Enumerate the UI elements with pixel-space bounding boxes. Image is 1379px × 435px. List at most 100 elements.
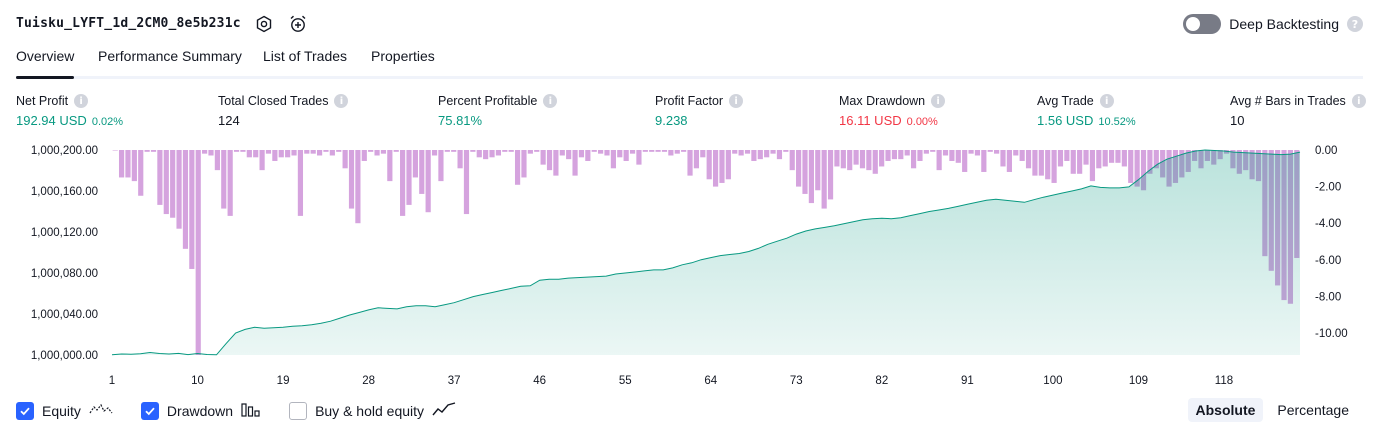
right-tick-label: -10.00 xyxy=(1315,328,1348,340)
drawdown-bar xyxy=(866,150,872,171)
legend-drawdown[interactable]: Drawdown xyxy=(140,401,261,422)
stat-value: 10 xyxy=(1230,113,1245,128)
drawdown-bar xyxy=(227,150,233,216)
stat-label: Profit Factor xyxy=(655,94,724,108)
drawdown-bar xyxy=(853,150,859,165)
drawdown-bar xyxy=(233,150,240,152)
x-tick-label: 64 xyxy=(704,375,717,387)
drawdown-bar xyxy=(1019,150,1025,161)
info-icon[interactable]: i xyxy=(334,94,349,108)
drawdown-bar xyxy=(1096,150,1102,169)
tab-list-of-trades[interactable]: List of Trades xyxy=(263,48,348,64)
drawdown-checkbox[interactable] xyxy=(140,402,159,420)
stat-total-closed-trades: Total Closed Trades i 124 xyxy=(218,93,349,128)
drawdown-bar xyxy=(898,150,904,160)
drawdown-bar xyxy=(821,150,827,209)
drawdown-bar xyxy=(578,150,585,158)
absolute-button[interactable]: Absolute xyxy=(1187,398,1264,422)
tab-overview[interactable]: Overview xyxy=(16,48,75,79)
drawdown-bar xyxy=(968,150,974,154)
legend-buy-hold[interactable]: Buy & hold equity xyxy=(289,401,456,422)
info-icon[interactable]: i xyxy=(1351,94,1366,108)
stat-value: 1.56 USD xyxy=(1037,113,1094,128)
info-icon[interactable]: i xyxy=(1099,94,1114,108)
legend-equity[interactable]: Equity xyxy=(16,401,113,422)
drawdown-bar xyxy=(323,150,329,152)
drawdown-bar xyxy=(693,150,700,169)
x-tick-label: 82 xyxy=(875,375,888,387)
drawdown-bar xyxy=(636,150,642,165)
left-tick-label: 1,000,080.00 xyxy=(31,268,98,280)
drawdown-bar xyxy=(444,150,450,152)
drawdown-bar xyxy=(1147,150,1153,174)
drawdown-bars-icon xyxy=(241,401,261,422)
drawdown-bar xyxy=(329,150,335,156)
drawdown-bar xyxy=(502,150,508,152)
drawdown-bar xyxy=(463,150,470,215)
drawdown-bar xyxy=(668,150,674,156)
equity-area xyxy=(112,150,1300,355)
report-tabs: Overview Performance Summary List of Tra… xyxy=(16,44,1363,79)
stat-sub: 0.02% xyxy=(91,116,124,128)
drawdown-bar xyxy=(802,150,808,194)
deep-backtesting-toggle[interactable] xyxy=(1183,14,1222,34)
stat-percent-profitable: Percent Profitable i 75.81% xyxy=(438,93,558,128)
tab-properties[interactable]: Properties xyxy=(371,48,435,64)
tab-performance-summary[interactable]: Performance Summary xyxy=(98,48,242,64)
drawdown-bar xyxy=(674,150,680,154)
drawdown-bar xyxy=(265,150,272,154)
drawdown-bar xyxy=(827,150,834,200)
info-icon[interactable]: i xyxy=(543,94,558,108)
drawdown-bar xyxy=(604,150,610,156)
drawdown-bar xyxy=(661,150,668,152)
drawdown-bar xyxy=(182,150,189,249)
percentage-button[interactable]: Percentage xyxy=(1277,402,1349,418)
drawdown-bar xyxy=(259,150,265,171)
drawdown-bar xyxy=(923,150,929,154)
drawdown-bar xyxy=(687,150,693,176)
x-tick-label: 1 xyxy=(109,375,115,387)
drawdown-bar xyxy=(559,150,565,156)
drawdown-bar xyxy=(527,150,533,154)
drawdown-bar xyxy=(361,150,367,161)
buy-hold-checkbox[interactable] xyxy=(289,402,308,420)
drawdown-bar xyxy=(1057,150,1064,167)
drawdown-bar xyxy=(336,150,342,152)
drawdown-bar xyxy=(489,150,495,158)
drawdown-bar xyxy=(240,150,246,152)
drawdown-bar xyxy=(994,150,1000,154)
drawdown-bar xyxy=(521,150,527,178)
drawdown-bar xyxy=(859,150,866,169)
alarm-clock-plus-icon[interactable] xyxy=(287,13,309,35)
drawdown-bar xyxy=(431,150,438,156)
info-icon[interactable]: i xyxy=(931,94,946,108)
stat-value: 75.81% xyxy=(438,113,483,128)
drawdown-bar xyxy=(157,150,163,205)
drawdown-bar xyxy=(981,150,987,172)
left-tick-label: 1,000,120.00 xyxy=(31,227,98,239)
stat-value: 192.94 USD xyxy=(16,113,87,128)
stat-label: Max Drawdown xyxy=(839,94,926,108)
drawdown-bar xyxy=(974,150,981,156)
equity-checkbox[interactable] xyxy=(16,402,34,420)
drawdown-bar xyxy=(783,150,789,152)
deep-backtesting: Deep Backtesting ? xyxy=(1183,12,1363,36)
drawdown-bar xyxy=(706,150,712,180)
buy-hold-line-icon xyxy=(432,401,456,422)
equity-drawdown-chart[interactable]: 1,000,200.00 1,000,160.00 1,000,120.00 1,00… xyxy=(0,138,1379,388)
gear-icon[interactable] xyxy=(253,13,275,35)
equity-line xyxy=(111,149,1301,356)
left-tick-label: 1,000,000.00 xyxy=(31,350,98,362)
drawdown-bar xyxy=(189,150,195,269)
drawdown-bar xyxy=(514,150,521,185)
drawdown-bar xyxy=(847,150,853,171)
drawdown-bar xyxy=(368,150,374,152)
stat-sub: 0.00% xyxy=(906,116,938,128)
drawdown-bar xyxy=(1000,150,1006,167)
legend-label: Buy & hold equity xyxy=(315,403,425,419)
info-icon[interactable]: i xyxy=(74,94,89,108)
drawdown-bar xyxy=(483,150,489,160)
info-icon[interactable]: i xyxy=(729,94,744,108)
question-icon[interactable]: ? xyxy=(1347,16,1363,32)
chart-legend: Equity Drawdown Buy & hold equity xyxy=(16,400,484,422)
